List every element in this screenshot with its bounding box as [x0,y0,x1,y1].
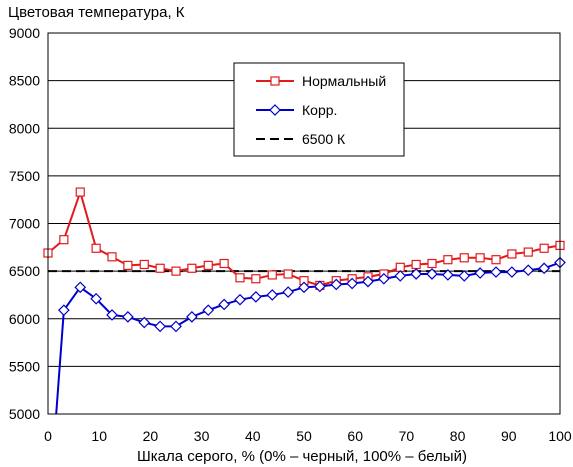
series-1-point [459,253,469,263]
x-tick-label: 90 [501,428,517,444]
legend-item: Корр. [256,102,337,118]
series-2 [55,256,566,415]
legend-item: 6500 К [256,131,346,147]
series-1-point [203,260,213,271]
series-2-point [474,267,486,279]
series-1-point [155,263,165,273]
series-2-point [90,292,102,305]
series-2-point [522,264,535,277]
plot-frame [47,32,561,415]
x-tick-label: 100 [548,428,572,444]
x-tick-label: 70 [399,428,415,444]
y-tick-label: 5000 [9,406,40,422]
series-layer [43,187,566,415]
legend-label: 6500 К [302,131,346,147]
series-2-point [298,281,310,294]
x-axis-label: Шкала серого, % (0% – черный, 100% – бел… [137,448,467,465]
series-1-point [251,274,261,284]
series-1-point [411,259,421,270]
series-1-point [91,243,101,253]
x-tick-label: 20 [143,428,159,444]
series-1-point [427,258,437,269]
x-tick-label: 30 [194,428,210,444]
series-1-point [75,187,85,197]
series-2-line [55,261,561,415]
legend-label: Корр. [302,102,337,118]
series-1-point [267,270,277,280]
y-tick-label: 5500 [9,358,40,374]
x-tick-labels: 0 10 20 30 40 50 60 70 80 90 100 [44,428,572,444]
series-1-point [539,243,549,253]
series-2-point [538,262,550,275]
series-1-point [123,260,133,271]
series-2-point [202,304,215,317]
series-1-point [235,273,245,283]
series-1-point [171,266,181,276]
series-2-point [186,310,198,323]
series-2-point [170,320,182,333]
series-2-point [58,304,70,317]
series-1-point [491,255,501,265]
series-2-point [138,316,151,329]
series-1 [43,187,565,291]
y-tick-label: 6000 [9,311,40,327]
series-1-point [507,249,517,259]
series-2-point [442,269,454,281]
y-tick-label: 7000 [9,216,40,232]
series-1-point [475,253,485,263]
legend-item: Нормальный [256,73,386,89]
series-2-point [362,275,374,288]
y-tick-label: 8500 [9,73,40,89]
series-2-point [410,268,422,280]
series-2-point [314,280,326,293]
y-tick-label: 8000 [9,120,40,136]
x-tick-label: 80 [450,428,466,444]
series-1-point [219,258,229,269]
series-2-point [490,266,502,278]
series-1-point [283,269,293,279]
series-2-point [282,286,294,298]
legend-label: Нормальный [302,73,386,89]
series-2-point [458,270,471,282]
legend-marker [270,76,280,86]
y-tick-label: 6500 [9,263,40,279]
x-tick-label: 40 [245,428,261,444]
series-2-point [394,270,407,282]
series-2-point [154,320,166,333]
series-2-point [122,310,134,323]
series-1-point [523,247,533,257]
series-1-point [59,235,69,245]
x-tick-label: 10 [91,428,107,444]
series-1-point [107,252,117,262]
legend: Нормальный Корр. 6500 К [233,62,405,157]
series-2-point [378,272,390,285]
series-1-point [139,259,149,270]
x-tick-label: 50 [296,428,312,444]
series-2-point [250,290,262,303]
series-2-point [330,278,343,291]
x-tick-label: 60 [347,428,363,444]
y-tick-label: 7500 [9,168,40,184]
y-tick-label: 9000 [9,25,40,41]
x-tick-label: 0 [44,428,52,444]
series-2-point [506,266,518,278]
y-axis-label: Цветовая температура, К [8,4,185,21]
series-2-point [74,281,87,294]
series-2-point [426,268,438,280]
series-2-point [234,293,246,306]
legend-marker [269,104,281,116]
series-2-point [266,289,279,301]
series-1-point [443,255,453,265]
series-2-point [106,309,118,321]
series-2-point [218,298,230,311]
y-tick-labels: 5000 5500 6000 6500 7000 7500 8000 8500 9000 [9,25,40,422]
series-1-point [187,263,197,273]
series-2-point [346,277,358,290]
